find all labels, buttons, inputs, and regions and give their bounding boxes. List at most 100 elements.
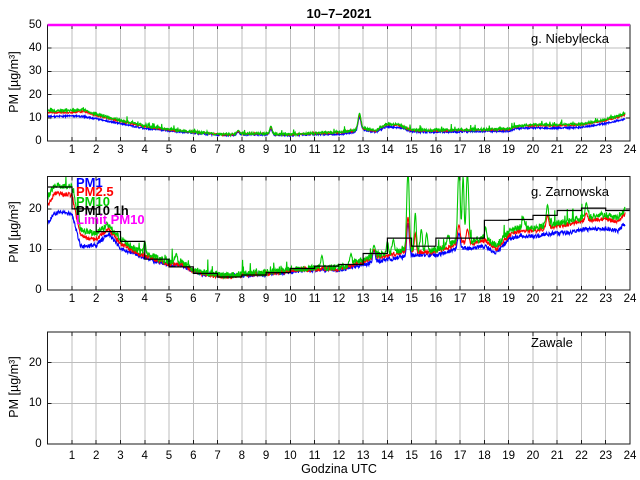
x-tick-label: 13 <box>356 293 370 305</box>
legend-item-pm10-1h: PM10 1h <box>76 202 129 218</box>
x-tick-label: 24 <box>623 293 637 305</box>
y-tick-label: 10 <box>28 397 42 410</box>
x-tick-label: 7 <box>214 293 221 305</box>
x-tick-label: 16 <box>429 293 443 305</box>
x-tick-label: 22 <box>575 293 588 305</box>
x-tick-label: 18 <box>478 449 491 462</box>
y-tick-label: 0 <box>35 135 42 147</box>
x-tick-label: 1 <box>68 449 76 462</box>
x-tick-label: 11 <box>308 293 321 305</box>
legend-item-pm2-5: PM2.5 <box>76 184 114 200</box>
x-tick-label: 14 <box>380 293 394 305</box>
y-tick-label: 20 <box>28 88 42 101</box>
x-tick-label: 16 <box>429 449 443 462</box>
x-tick-label: 10 <box>283 144 297 156</box>
x-tick-label: 14 <box>380 449 394 462</box>
y-axis-label-zawale: PM [µg/m³] <box>7 356 21 418</box>
y-tick-label: 30 <box>28 65 42 78</box>
x-tick-label: 11 <box>308 144 321 156</box>
y-tick-label: 0 <box>35 438 42 450</box>
x-tick-label: 4 <box>141 293 148 305</box>
x-tick-label: 22 <box>575 449 588 462</box>
station-label-zarnowska: g. Zarnowska <box>531 184 610 199</box>
x-tick-label: 9 <box>262 293 270 305</box>
x-tick-label: 15 <box>405 449 419 462</box>
x-tick-label: 13 <box>356 449 370 462</box>
y-tick-label: 20 <box>28 356 42 369</box>
x-tick-label: 4 <box>141 449 148 462</box>
x-tick-label: 19 <box>502 144 516 156</box>
x-tick-label: 10 <box>283 293 297 305</box>
y-axis-label-zarnowska: PM [µg/m³] <box>7 201 21 263</box>
y-tick-label: 40 <box>28 42 42 55</box>
x-tick-label: 11 <box>308 449 321 462</box>
y-tick-label: 10 <box>28 243 42 256</box>
x-tick-label: 6 <box>190 449 197 462</box>
x-tick-label: 21 <box>550 449 564 462</box>
x-tick-label: 5 <box>165 449 173 462</box>
x-tick-label: 9 <box>262 144 270 156</box>
x-tick-label: 15 <box>405 293 419 305</box>
x-tick-label: 2 <box>93 449 100 462</box>
x-tick-label: 13 <box>356 144 370 156</box>
y-tick-label: 50 <box>28 19 42 31</box>
x-tick-label: 18 <box>478 293 491 305</box>
x-tick-label: 24 <box>623 449 637 462</box>
series-line-pm1-plot1 <box>47 209 626 280</box>
x-tick-label: 8 <box>238 144 245 156</box>
x-tick-label: 17 <box>453 293 467 305</box>
x-tick-label: 20 <box>526 144 540 156</box>
x-tick-label: 2 <box>93 293 100 305</box>
x-tick-label: 9 <box>262 449 270 462</box>
x-tick-label: 3 <box>117 449 124 462</box>
legend: PM1 PM2.5 PM10 PM10 1h Limit PM10 <box>76 175 145 227</box>
y-tick-label: 20 <box>28 202 42 215</box>
x-tick-label: 20 <box>526 449 540 462</box>
x-tick-label: 2 <box>93 144 100 156</box>
x-tick-label: 6 <box>190 144 197 156</box>
x-tick-label: 12 <box>332 144 346 156</box>
x-tick-label: 20 <box>526 293 540 305</box>
x-tick-label: 17 <box>453 449 467 462</box>
x-tick-label: 17 <box>453 144 467 156</box>
x-tick-label: 24 <box>623 144 637 156</box>
x-tick-label: 19 <box>502 293 516 305</box>
x-tick-label: 18 <box>478 144 491 156</box>
x-tick-label: 1 <box>68 144 76 156</box>
series-line-pm10-plot0 <box>47 107 626 138</box>
station-label-niebylecka: g. Niebylecka <box>531 31 610 46</box>
x-tick-label: 21 <box>550 144 564 156</box>
x-tick-label: 23 <box>599 293 613 305</box>
legend-item-pm10: PM10 <box>76 193 110 209</box>
x-axis-label: Godzina UTC <box>301 462 377 476</box>
x-tick-label: 1 <box>68 293 76 305</box>
x-tick-label: 19 <box>502 449 516 462</box>
x-tick-label: 14 <box>380 144 394 156</box>
x-tick-label: 3 <box>117 144 124 156</box>
x-tick-label: 5 <box>165 293 173 305</box>
y-tick-label: 10 <box>28 111 42 124</box>
x-tick-label: 16 <box>429 144 443 156</box>
x-tick-label: 7 <box>214 144 221 156</box>
x-tick-label: 3 <box>117 293 124 305</box>
x-tick-label: 6 <box>190 293 197 305</box>
x-tick-label: 23 <box>599 449 613 462</box>
chart-title: 10–7–2021 <box>306 6 372 21</box>
x-tick-label: 12 <box>332 449 346 462</box>
legend-item-pm1: PM1 <box>76 175 103 190</box>
x-tick-label: 12 <box>332 293 346 305</box>
x-tick-label: 10 <box>283 449 297 462</box>
x-tick-label: 4 <box>141 144 148 156</box>
x-tick-label: 8 <box>238 293 245 305</box>
x-tick-label: 7 <box>214 449 221 462</box>
station-label-zawale: Zawale <box>531 335 573 350</box>
x-tick-label: 15 <box>405 144 419 156</box>
x-tick-label: 8 <box>238 449 245 462</box>
y-axis-label-niebylecka: PM [µg/m³] <box>7 51 21 113</box>
x-tick-label: 5 <box>165 144 173 156</box>
x-tick-label: 23 <box>599 144 613 156</box>
x-tick-label: 22 <box>575 144 588 156</box>
